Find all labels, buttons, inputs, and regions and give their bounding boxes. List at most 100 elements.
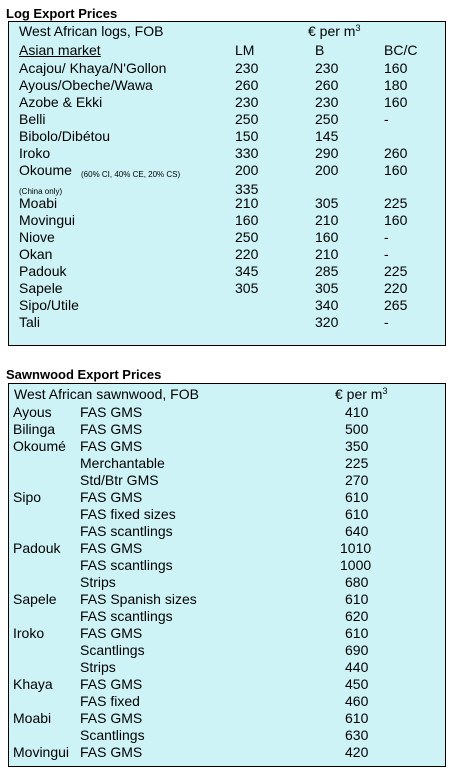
species-name: Movingui	[19, 212, 76, 228]
price-bcc: 220	[384, 280, 408, 296]
price-b: 200	[315, 162, 339, 178]
sawn-price: 270	[345, 472, 369, 488]
price-bcc: -	[384, 111, 389, 127]
sawn-grade: FAS GMS	[80, 540, 143, 556]
sawn-price: 350	[345, 438, 369, 454]
sawn-price: 450	[345, 676, 369, 692]
sawn-species: Movingui	[13, 744, 70, 760]
price-lm: 160	[235, 212, 259, 228]
price-b: 210	[315, 212, 339, 228]
sawn-price: 630	[345, 727, 369, 743]
sawn-price: 460	[345, 693, 369, 709]
price-lm: 250	[235, 229, 259, 245]
sawn-grade: FAS fixed	[80, 693, 140, 709]
price-bcc: 180	[384, 77, 408, 93]
sawn-price: 680	[345, 574, 369, 590]
sawn-price: 610	[345, 591, 369, 607]
sawn-grade: FAS GMS	[80, 625, 143, 641]
price-b: 210	[315, 246, 339, 262]
sawn-species: Moabi	[13, 710, 52, 726]
sawn-price: 410	[345, 404, 369, 420]
sawn-species: Iroko	[13, 625, 45, 641]
price-lm: 305	[235, 280, 259, 296]
sawn-grade: FAS GMS	[80, 676, 143, 692]
species-name: Belli	[19, 111, 46, 127]
sawn-species: Okoumé	[13, 438, 66, 454]
sawn-grade: FAS GMS	[80, 744, 143, 760]
price-bcc: 160	[384, 162, 408, 178]
price-lm: 200	[235, 162, 259, 178]
price-bcc: -	[384, 229, 389, 245]
price-b: 230	[315, 94, 339, 110]
species-name: Okoume	[19, 162, 72, 178]
species-name: Bibolo/Dibétou	[19, 128, 111, 144]
sawn-table-unit: € per m3	[335, 386, 388, 402]
price-lm: 230	[235, 94, 259, 110]
price-b: 230	[315, 60, 339, 76]
log-col-lm: LM	[235, 42, 255, 58]
sawn-price: 225	[345, 455, 369, 471]
sawn-grade: FAS GMS	[80, 438, 143, 454]
species-name: Sipo/Utile	[19, 297, 79, 313]
price-bcc: 265	[384, 297, 408, 313]
sawn-grade: FAS GMS	[80, 710, 143, 726]
price-lm: 220	[235, 246, 259, 262]
price-bcc: 160	[384, 94, 408, 110]
price-lm: 330	[235, 145, 259, 161]
sawn-price: 1010	[340, 540, 372, 556]
price-b: 340	[315, 297, 339, 313]
sawn-species: Khaya	[13, 676, 53, 692]
log-table-header: West African logs, FOB	[19, 23, 164, 39]
sawn-species: Ayous	[13, 404, 52, 420]
species-name: Moabi	[19, 195, 58, 211]
log-col-bcc: BC/C	[384, 42, 418, 58]
price-b: 250	[315, 111, 339, 127]
species-name: Tali	[19, 314, 41, 330]
sawn-price: 640	[345, 523, 369, 539]
log-prices-table: West African logs, FOB € per m3 Asian ma…	[8, 21, 446, 346]
log-table-market-label: Asian market	[19, 42, 101, 58]
sawn-price: 610	[345, 710, 369, 726]
price-b: 305	[315, 195, 339, 211]
sawn-price: 620	[345, 608, 369, 624]
sawn-species: Bilinga	[13, 421, 56, 437]
price-bcc: 225	[384, 195, 408, 211]
price-b: 260	[315, 77, 339, 93]
price-b: 145	[315, 128, 339, 144]
sawn-grade: FAS scantlings	[80, 608, 173, 624]
price-b: 285	[315, 263, 339, 279]
species-name: Padouk	[19, 263, 67, 279]
sawn-price: 610	[345, 506, 369, 522]
price-lm: 150	[235, 128, 259, 144]
species-note: (60% CI, 40% CE, 20% CS)	[81, 170, 181, 179]
sawn-price: 500	[345, 421, 369, 437]
sawn-grade: Strips	[80, 574, 116, 590]
sawn-price: 690	[345, 642, 369, 658]
log-table-unit: € per m3	[308, 23, 361, 39]
species-name: Iroko	[19, 145, 51, 161]
log-col-b: B	[315, 42, 325, 58]
sawn-grade: Strips	[80, 659, 116, 675]
species-note: (China only)	[19, 187, 63, 196]
sawn-price: 610	[345, 625, 369, 641]
species-name: Niove	[19, 229, 55, 245]
price-lm: 230	[235, 60, 259, 76]
price-b: 320	[315, 314, 339, 330]
price-bcc: -	[384, 314, 389, 330]
sawn-species: Sapele	[13, 591, 57, 607]
species-name: Azobe & Ekki	[19, 94, 103, 110]
species-name: Sapele	[19, 280, 63, 296]
species-name: Ayous/Obeche/Wawa	[19, 77, 153, 93]
sawnwood-prices-table: West African sawnwood, FOB € per m3 Ayou…	[8, 383, 446, 767]
sawn-grade: FAS GMS	[80, 421, 143, 437]
price-b: 160	[315, 229, 339, 245]
sawn-grade: FAS GMS	[80, 489, 143, 505]
sawn-price: 610	[345, 489, 369, 505]
sawn-grade: Scantlings	[80, 727, 145, 743]
species-name: Acajou/ Khaya/N'Gollon	[19, 60, 167, 76]
sawn-grade: Std/Btr GMS	[80, 472, 159, 488]
sawn-grade: FAS scantlings	[80, 557, 173, 573]
sawn-grade: FAS scantlings	[80, 523, 173, 539]
price-lm: 260	[235, 77, 259, 93]
log-prices-title: Log Export Prices	[6, 6, 118, 21]
